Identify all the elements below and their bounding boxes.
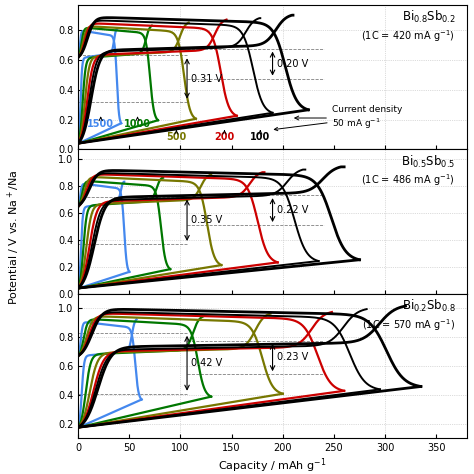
X-axis label: Capacity / mAh g$^{-1}$: Capacity / mAh g$^{-1}$: [219, 456, 327, 474]
Text: Bi$_{0.5}$Sb$_{0.5}$: Bi$_{0.5}$Sb$_{0.5}$: [401, 154, 455, 170]
Text: 0.20 V: 0.20 V: [277, 59, 308, 69]
Text: (1C = 420 mA g$^{-1}$): (1C = 420 mA g$^{-1}$): [362, 28, 455, 44]
Text: 0.23 V: 0.23 V: [277, 353, 308, 363]
Text: (1C = 486 mA g$^{-1}$): (1C = 486 mA g$^{-1}$): [362, 173, 455, 188]
Text: Potential / V vs. Na$^+$/Na: Potential / V vs. Na$^+$/Na: [6, 169, 22, 305]
Text: 0.22 V: 0.22 V: [277, 205, 308, 215]
Text: 0.31 V: 0.31 V: [191, 73, 222, 83]
Text: 0.35 V: 0.35 V: [191, 215, 222, 225]
Text: 500: 500: [166, 132, 187, 142]
Text: (1C = 570 mA g$^{-1}$): (1C = 570 mA g$^{-1}$): [362, 317, 455, 333]
Text: Bi$_{0.2}$Sb$_{0.8}$: Bi$_{0.2}$Sb$_{0.8}$: [401, 298, 455, 314]
Text: 200: 200: [214, 132, 235, 142]
Text: Bi$_{0.8}$Sb$_{0.2}$: Bi$_{0.8}$Sb$_{0.2}$: [402, 9, 455, 25]
Text: 100: 100: [250, 132, 270, 142]
Text: Current density
50 mA g$^{-1}$: Current density 50 mA g$^{-1}$: [295, 105, 402, 131]
Text: 1000: 1000: [124, 119, 151, 129]
Text: 1500: 1500: [87, 119, 114, 129]
Text: 0.42 V: 0.42 V: [191, 358, 222, 368]
